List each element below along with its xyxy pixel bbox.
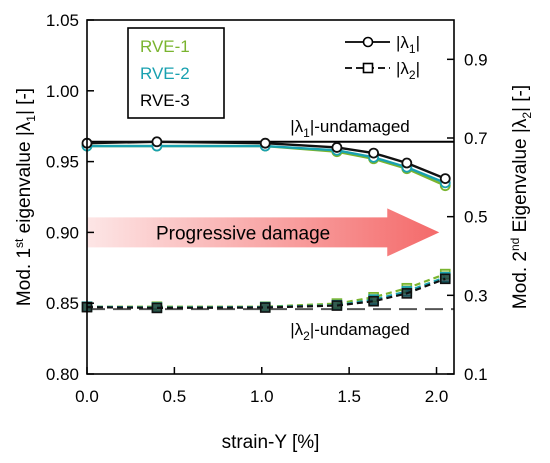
lambda2-rve-3-point [401,288,413,299]
left-y-label-sup: st [12,238,26,248]
right-y-label-part: Mod. 2 [510,251,531,309]
marker-legend: |λ1||λ2| [345,33,420,82]
left-y-label-part: eigenvalue |λ [14,121,35,238]
left-y-tick-label: 1.05 [46,11,79,30]
ticks-layer: 0.0 0.5 1.0 1.5 2.0 0.80 0.85 0.90 0.95 1.00 1.05 0… [46,11,488,406]
lambda1-rve-3-point [401,157,413,169]
right-y-label-sup: nd [508,238,522,251]
lambda1-rve-3-point [151,136,163,148]
lambda2-rve-3-point [439,273,451,285]
lambda2-rve-3-point [151,302,163,314]
x-axis-label: strain-Y [%] [222,432,320,453]
marker-legend-circle [362,36,374,48]
lambda1-rve-3-point [259,137,271,149]
right-y-axis-label: Mod. 2nd Eigenvalue |λ2| [-] [508,85,534,309]
marker-legend-label-part: |λ [396,59,409,78]
x-tick-label: 0.5 [163,387,187,406]
annot-part: |-undamaged [310,320,410,339]
right-y-label-part: Eigenvalue |λ [510,118,531,238]
annot-part: |-undamaged [310,117,410,136]
lambda2-undamaged-label: |λ2|-undamaged [290,320,409,343]
lambda1-rve-1-line [87,144,446,187]
lambda1-rve-3-point [368,147,380,159]
right-y-tick-label: 0.7 [464,129,488,148]
left-y-axis-label: Mod. 1st eigenvalue |λ1| [-] [12,88,38,306]
left-y-label-part: Mod. 1 [14,248,35,306]
series-layer [81,136,451,314]
annot-part: |λ [290,117,303,136]
left-y-tick-label: 0.95 [46,153,79,172]
right-y-tick-label: 0.1 [464,365,488,384]
right-y-tick-label: 0.5 [464,208,488,227]
progressive-damage-arrow [87,208,440,257]
left-y-label-sub: 1 [24,115,38,122]
progressive-damage-label: Progressive damage [156,223,330,244]
marker-legend-label-part: |λ [396,33,409,52]
annot-part: |λ [290,320,303,339]
marker-legend-label-part: | [416,33,420,52]
x-tick-label: 2.0 [425,387,449,406]
plot-frame [86,19,455,375]
left-y-tick-label: 0.90 [46,223,79,242]
right-y-label-sub: 2 [520,112,534,119]
right-y-tick-label: 0.3 [464,286,488,305]
left-y-tick-label: 0.85 [46,294,79,313]
right-y-tick-label: 0.9 [464,50,488,69]
x-tick-label: 1.5 [337,387,361,406]
rve-legend-box [127,27,225,119]
rve-legend: RVE-1 RVE-2 RVE-3 [127,27,225,119]
lambda1-rve-3-point [439,173,451,184]
x-tick-label: 1.0 [250,387,274,406]
marker-legend-label-part: 1 [409,42,416,56]
marker-legend-square [362,62,374,74]
rve-legend-entry: RVE-3 [140,91,190,110]
left-y-label-part: | [-] [14,88,35,115]
lambda2-rve-3-point [331,300,343,311]
marker-legend-label: |λ1| [396,33,420,56]
left-y-tick-label: 1.00 [46,82,79,101]
lambda1-rve-3-point [331,142,343,153]
annot-sub: 1 [303,126,310,140]
rve-legend-entry: RVE-1 [140,37,190,56]
annot-sub: 2 [303,329,310,343]
left-y-tick-label: 0.80 [46,365,79,384]
right-y-label-part: | [-] [510,85,531,112]
lambda1-undamaged-label: |λ1|-undamaged [290,117,409,140]
rve-legend-entry: RVE-2 [140,64,190,83]
lambda2-rve-3-point [259,302,271,313]
marker-legend-label-part: 2 [409,68,416,82]
lambda2-rve-3-point [368,295,379,307]
marker-legend-label-part: | [416,59,420,78]
x-tick-label: 0.0 [75,387,99,406]
marker-legend-label: |λ2| [396,59,420,82]
